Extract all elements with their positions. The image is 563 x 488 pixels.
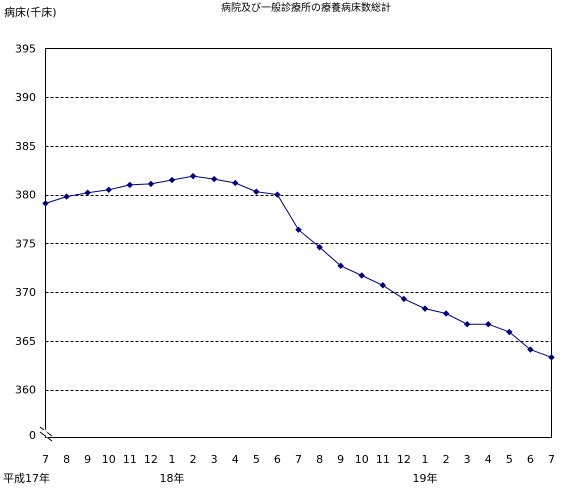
y-tick-label: 360 — [15, 384, 36, 397]
x-tick-label: 10 — [355, 453, 369, 466]
data-point-marker — [105, 186, 112, 193]
data-point-marker — [168, 176, 176, 184]
chart-title: 病院及び一般診療所の療養病床数総計 — [221, 1, 391, 14]
x-tick-label: 9 — [337, 453, 344, 466]
y-tick-label: 380 — [15, 189, 36, 202]
data-point-marker — [147, 180, 155, 188]
data-point-marker — [337, 262, 344, 269]
era-label: 18年 — [160, 471, 185, 485]
era-label: 平成17年 — [3, 471, 50, 485]
era-labels: 平成17年 18年 19年 — [3, 471, 438, 485]
x-tick-label: 8 — [316, 453, 323, 466]
y-tick-label: 390 — [15, 91, 36, 104]
y-tick-label: 395 — [15, 43, 36, 56]
x-tick-label: 6 — [274, 453, 281, 466]
data-point-marker — [63, 193, 70, 200]
x-tick-label: 3 — [211, 453, 218, 466]
data-point-marker — [358, 272, 365, 279]
x-tick-label: 7 — [548, 453, 555, 466]
data-point-marker — [295, 226, 302, 233]
x-tick-label: 2 — [190, 453, 197, 466]
era-label: 19年 — [413, 471, 438, 485]
data-point-marker — [84, 189, 91, 196]
x-tick-label: 1 — [169, 453, 176, 466]
y-tick-label: 365 — [15, 335, 36, 348]
series-line-group — [42, 172, 555, 361]
data-point-marker — [485, 321, 492, 328]
series-line — [45, 175, 552, 358]
axis-break-marks — [39, 426, 53, 442]
data-point-marker — [189, 172, 197, 180]
x-tick-label: 11 — [123, 453, 137, 466]
x-tick-label: 4 — [485, 453, 492, 466]
x-tick-label: 3 — [464, 453, 471, 466]
data-point-marker — [463, 321, 471, 328]
y-tick-label: 370 — [15, 286, 36, 299]
x-tick-label: 1 — [422, 453, 429, 466]
y-tick-label: 375 — [15, 237, 36, 250]
x-tick-label: 12 — [397, 453, 411, 466]
data-point-marker — [506, 328, 513, 336]
x-tick-label: 12 — [144, 453, 158, 466]
data-point-marker — [316, 244, 323, 251]
x-tick-label: 4 — [232, 453, 239, 466]
y-axis-unit-label: 病床(千床) — [4, 5, 57, 19]
data-point-marker — [548, 354, 555, 361]
data-point-marker — [253, 188, 260, 195]
data-point-marker — [42, 200, 49, 207]
x-tick-label: 8 — [63, 453, 70, 466]
gridlines — [45, 97, 552, 391]
data-point-marker — [379, 282, 387, 289]
data-point-marker — [527, 346, 534, 353]
x-tick-label: 9 — [84, 453, 91, 466]
x-tick-label: 2 — [443, 453, 450, 466]
x-tick-label: 7 — [42, 453, 49, 466]
data-point-marker — [232, 179, 239, 187]
data-point-marker — [274, 191, 281, 198]
data-point-marker — [442, 310, 450, 317]
x-tick-label: 5 — [253, 453, 260, 466]
x-axis-ticks: 7 8 9 10 11 12 1 2 3 4 5 6 7 8 9 10 11 12 1 2 3 4 5 6 7 — [42, 453, 555, 466]
y-axis-ticks: 395 390 385 380 375 370 365 360 0 — [15, 43, 36, 443]
x-tick-label: 10 — [102, 453, 116, 466]
x-tick-label: 7 — [295, 453, 302, 466]
data-point-marker — [126, 181, 134, 189]
data-point-marker — [421, 305, 429, 312]
x-tick-label: 6 — [527, 453, 534, 466]
y-tick-label: 385 — [15, 140, 36, 153]
x-tick-label: 11 — [376, 453, 390, 466]
data-point-marker — [400, 295, 408, 303]
y-tick-label: 0 — [29, 429, 36, 442]
x-tick-label: 5 — [506, 453, 513, 466]
data-point-marker — [210, 175, 218, 183]
